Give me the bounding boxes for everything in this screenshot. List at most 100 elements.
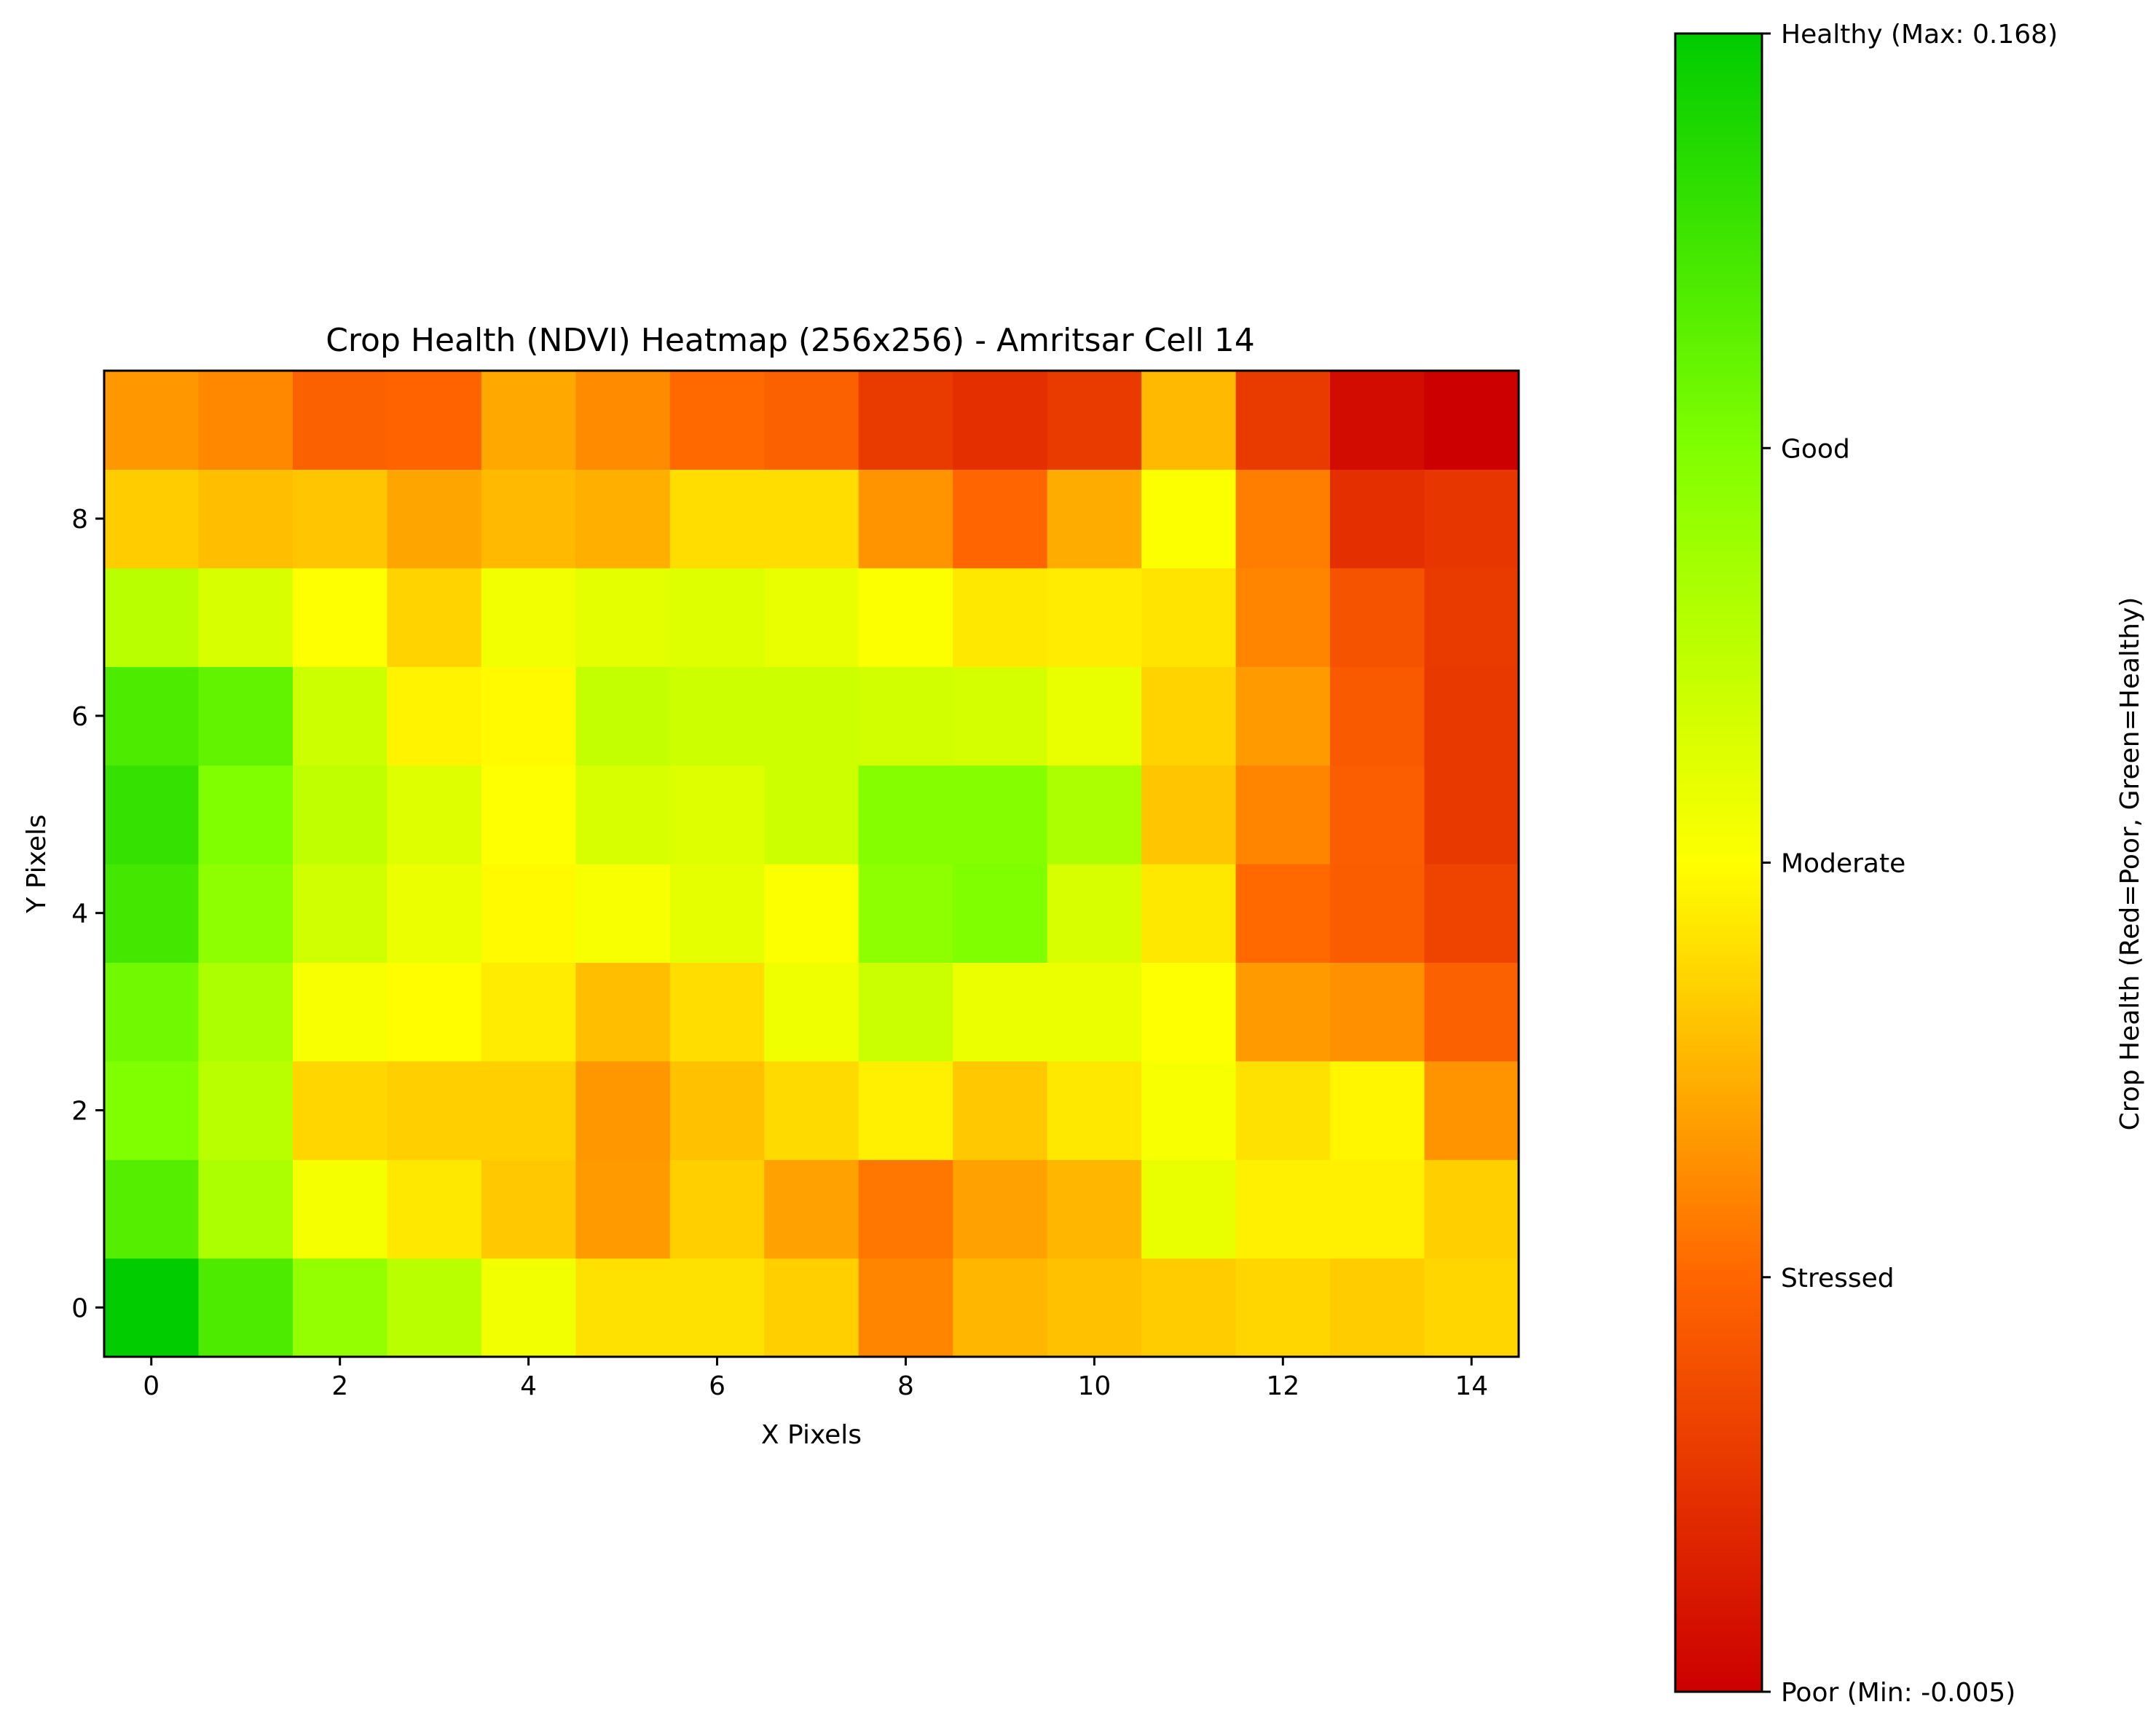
- heatmap-cell: [1424, 864, 1519, 963]
- heatmap-cell: [387, 666, 482, 766]
- heatmap-cell: [198, 864, 294, 963]
- heatmap-cell: [292, 469, 387, 569]
- y-tick-label: 6: [71, 702, 88, 732]
- heatmap-cell: [387, 864, 482, 963]
- heatmap-cell: [669, 567, 765, 667]
- heatmap-cell: [764, 1060, 859, 1160]
- heatmap-cell: [198, 371, 294, 470]
- heatmap-cell: [292, 765, 387, 864]
- heatmap-cell: [1047, 371, 1142, 470]
- heatmap-cell: [575, 666, 671, 766]
- heatmap-cell: [1141, 371, 1237, 470]
- heatmap-cell: [669, 371, 765, 470]
- heatmap-cell: [858, 469, 953, 569]
- heatmap-cell: [292, 1060, 387, 1160]
- heatmap-cell: [1235, 864, 1331, 963]
- x-tick-label: 14: [1455, 1371, 1488, 1401]
- heatmap-cell: [1047, 469, 1142, 569]
- heatmap-cell: [104, 1258, 200, 1357]
- colorbar-ticks: Poor (Min: -0.005) Stressed Moderate Good He…: [1762, 20, 2058, 1708]
- heatmap-cell: [953, 666, 1048, 766]
- heatmap-cell: [575, 469, 671, 569]
- heatmap-cell: [1330, 765, 1425, 864]
- heatmap-cell: [764, 765, 859, 864]
- colorbar-tick-label: Healthy (Max: 0.168): [1781, 20, 2058, 50]
- heatmap-cell: [1141, 567, 1237, 667]
- heatmap-cell: [764, 1159, 859, 1259]
- heatmap-cell: [764, 864, 859, 963]
- heatmap-cell: [669, 962, 765, 1062]
- heatmap-cell: [1235, 371, 1331, 470]
- heatmap-cell: [1330, 864, 1425, 963]
- y-axis-label: Y Pixels: [22, 814, 52, 913]
- heatmap-cell: [104, 469, 200, 569]
- x-tick-label: 10: [1077, 1371, 1111, 1401]
- heatmap-cell: [764, 469, 859, 569]
- heatmap-cell: [292, 371, 387, 470]
- heatmap-cell: [1330, 666, 1425, 766]
- heatmap-cell: [575, 567, 671, 667]
- heatmap-cell: [858, 666, 953, 766]
- heatmap-cell: [481, 371, 576, 470]
- heatmap-cell: [387, 962, 482, 1062]
- heatmap-cell: [1330, 469, 1425, 569]
- heatmap-cell: [1424, 567, 1519, 667]
- heatmap-cell: [104, 666, 200, 766]
- heatmap-cell: [575, 371, 671, 470]
- heatmap-cell: [1424, 1258, 1519, 1357]
- heatmap-cell: [1424, 1159, 1519, 1259]
- heatmap-cell: [1330, 567, 1425, 667]
- x-tick-label: 0: [143, 1371, 160, 1401]
- heatmap-cell: [104, 567, 200, 667]
- heatmap-cell: [104, 864, 200, 963]
- heatmap-cell: [1141, 864, 1237, 963]
- heatmap-cell: [198, 666, 294, 766]
- heatmap-cell: [481, 1159, 576, 1259]
- heatmap-cell: [198, 1258, 294, 1357]
- heatmap-cell: [1235, 1258, 1331, 1357]
- heatmap-cell: [1330, 371, 1425, 470]
- x-tick-label: 6: [709, 1371, 725, 1401]
- heatmap-cell: [387, 1060, 482, 1160]
- heatmap-cell: [292, 567, 387, 667]
- heatmap-cell: [481, 962, 576, 1062]
- heatmap-cell: [575, 1060, 671, 1160]
- heatmap-cell: [764, 567, 859, 667]
- heatmap-cell: [953, 1060, 1048, 1160]
- colorbar-tick-label: Poor (Min: -0.005): [1781, 1678, 2015, 1708]
- heatmap-cell: [669, 1258, 765, 1357]
- heatmap-cell: [481, 765, 576, 864]
- heatmap-cell: [669, 469, 765, 569]
- heatmap-cell: [198, 962, 294, 1062]
- x-tick-label: 12: [1266, 1371, 1299, 1401]
- y-tick-label: 2: [71, 1097, 88, 1127]
- heatmap-cell: [1424, 962, 1519, 1062]
- heatmap-cell: [387, 1159, 482, 1259]
- heatmap-cell: [292, 1159, 387, 1259]
- heatmap-cell: [481, 864, 576, 963]
- colorbar-tick-label: Stressed: [1781, 1264, 1895, 1293]
- heatmap-cell: [669, 666, 765, 766]
- heatmap-cell: [292, 666, 387, 766]
- heatmap-cell: [953, 469, 1048, 569]
- heatmap-cell: [1047, 567, 1142, 667]
- colorbar-bar: [1674, 32, 1763, 1693]
- x-tick-label: 2: [331, 1371, 348, 1401]
- heatmap-cell: [1141, 469, 1237, 569]
- heatmap-cell: [1424, 765, 1519, 864]
- heatmap-cell: [1047, 1060, 1142, 1160]
- plot-frame: [103, 369, 1520, 1358]
- heatmap-cell: [953, 371, 1048, 470]
- heatmap-cell: [104, 962, 200, 1062]
- chart-title: Crop Health (NDVI) Heatmap (256x256) - A…: [326, 322, 1255, 359]
- colorbar-tick-label: Moderate: [1781, 849, 1905, 879]
- heatmap-cell: [1235, 765, 1331, 864]
- heatmap-cell: [1235, 567, 1331, 667]
- heatmap-cell: [1330, 1258, 1425, 1357]
- x-tick-label: 8: [897, 1371, 914, 1401]
- heatmap-cells: [104, 371, 1519, 1357]
- heatmap-cell: [858, 765, 953, 864]
- heatmap-cell: [1424, 666, 1519, 766]
- heatmap-cell: [1141, 1258, 1237, 1357]
